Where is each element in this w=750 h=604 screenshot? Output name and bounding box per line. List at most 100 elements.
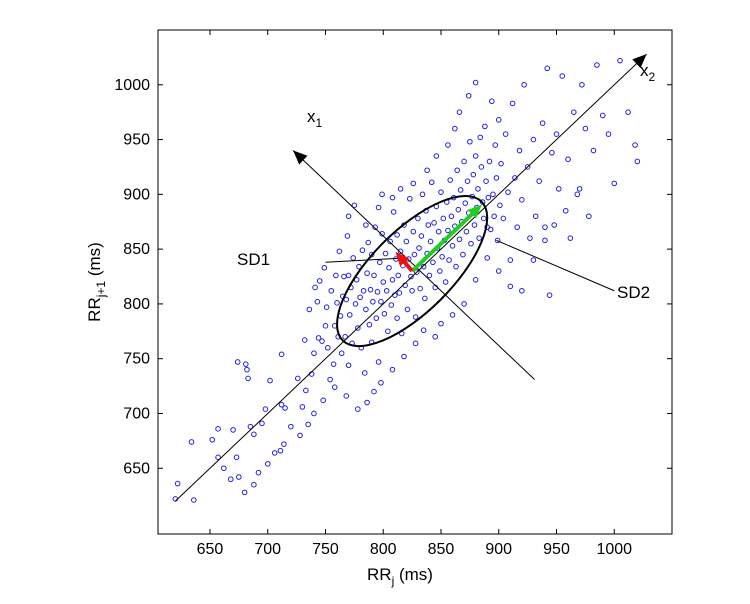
data-point: [294, 375, 301, 382]
data-point: [412, 340, 419, 347]
data-point: [345, 272, 352, 279]
data-point: [542, 224, 548, 231]
data-point: [461, 158, 467, 165]
data-point: [236, 474, 242, 480]
data-point: [385, 328, 391, 335]
data-point: [567, 235, 574, 241]
data-point: [586, 213, 592, 220]
data-point: [361, 370, 368, 376]
data-point: [539, 120, 546, 126]
data-point: [321, 264, 328, 271]
data-point: [472, 277, 479, 283]
data-point: [247, 423, 254, 430]
data-point: [476, 235, 482, 241]
data-point: [445, 227, 451, 234]
data-point: [445, 142, 451, 148]
data-point: [262, 406, 269, 412]
data-point: [387, 238, 393, 245]
data-point: [299, 404, 306, 410]
data-point: [209, 436, 216, 443]
axis-lines: [174, 53, 647, 502]
data-point: [493, 175, 500, 181]
x2-label-sub: 2: [649, 70, 656, 84]
data-point: [234, 359, 241, 365]
data-point: [507, 283, 514, 290]
data-point: [447, 177, 454, 183]
data-point: [323, 304, 330, 311]
data-point: [410, 180, 417, 187]
data-point: [376, 259, 383, 266]
data-point: [470, 171, 477, 178]
data-point: [372, 224, 378, 231]
data-point: [495, 268, 502, 274]
data-point: [316, 278, 323, 284]
data-point: [375, 359, 382, 365]
data-point: [357, 294, 363, 301]
data-point: [576, 186, 583, 192]
data-point: [359, 247, 366, 254]
data-point: [536, 178, 542, 184]
data-point: [371, 272, 377, 279]
sd-ellipse: [336, 194, 489, 348]
x-tick-label: 850: [428, 541, 455, 558]
data-point: [542, 237, 548, 244]
data-point: [409, 287, 415, 294]
data-point: [255, 469, 262, 476]
data-point: [345, 362, 352, 369]
data-point: [389, 277, 396, 283]
x-tick-label: 750: [312, 541, 339, 558]
data-point: [277, 447, 284, 454]
data-point: [410, 228, 417, 235]
data-point: [404, 306, 411, 313]
data-point: [341, 273, 347, 280]
data-point: [336, 248, 343, 255]
y-tick-label: 850: [123, 241, 150, 258]
data-point: [456, 109, 463, 115]
data-point: [574, 191, 581, 198]
data-point: [519, 287, 525, 294]
data-point: [395, 272, 402, 279]
x2-axis-label: x2: [640, 61, 656, 84]
x2-label-main: x: [640, 61, 649, 80]
data-point: [312, 284, 318, 291]
data-point: [412, 314, 419, 320]
data-point: [389, 366, 396, 373]
sd2-arrowhead: [467, 204, 482, 219]
data-point: [230, 427, 236, 433]
data-point: [403, 238, 410, 245]
y-tick-label: 950: [123, 132, 150, 149]
data-point: [590, 147, 597, 154]
data-point: [477, 134, 484, 141]
data-point: [174, 480, 181, 487]
data-point: [551, 222, 557, 228]
data-point: [343, 393, 350, 399]
data-point: [461, 301, 467, 307]
data-point: [419, 191, 426, 198]
data-point: [425, 222, 432, 228]
x-axis-title: RRj (ms): [367, 565, 433, 588]
data-point: [430, 259, 436, 266]
sd2-leader-line: [496, 239, 615, 292]
data-point: [401, 353, 407, 360]
data-point: [556, 186, 562, 192]
data-point: [439, 253, 445, 260]
data-point: [281, 441, 287, 447]
data-point: [288, 423, 294, 430]
data-point: [422, 295, 428, 302]
data-point: [397, 248, 404, 255]
data-point: [352, 301, 359, 307]
data-point: [334, 300, 340, 306]
y-axis-title: RRj+1 (ms): [85, 242, 108, 322]
data-point: [324, 344, 331, 351]
data-point: [448, 213, 455, 220]
x-tick-label: 1000: [596, 541, 632, 558]
data-point: [484, 255, 490, 261]
data-point: [311, 350, 317, 357]
data-point: [521, 81, 527, 88]
data-point: [438, 320, 444, 327]
data-point: [271, 450, 278, 456]
data-point: [486, 158, 493, 165]
x2-arrowhead: [632, 54, 647, 69]
scatter-points: [172, 57, 641, 503]
data-point: [483, 178, 489, 184]
